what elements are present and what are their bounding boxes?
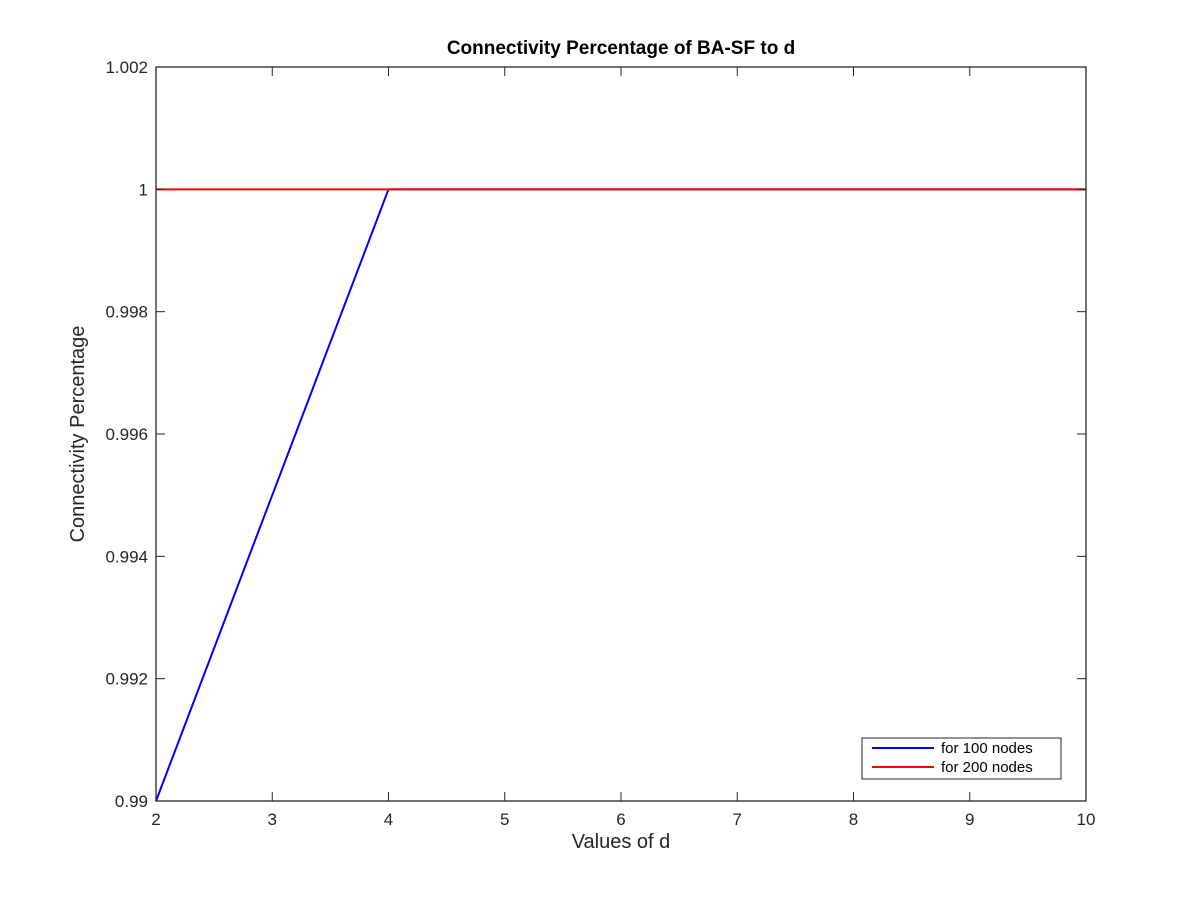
y-tick-label: 0.992: [105, 670, 148, 689]
chart-title: Connectivity Percentage of BA-SF to d: [447, 38, 795, 59]
legend: for 100 nodes for 200 nodes: [861, 737, 1062, 780]
x-tick-label: 9: [965, 810, 974, 829]
x-tick-label: 2: [151, 810, 160, 829]
x-tick-label: 7: [733, 810, 742, 829]
y-tick-label: 0.996: [105, 425, 148, 444]
x-tick-label: 10: [1077, 810, 1096, 829]
y-axis-label: Connectivity Percentage: [67, 326, 89, 543]
x-tick-label: 4: [384, 810, 393, 829]
y-tick-label: 0.998: [105, 303, 148, 322]
y-tick-label: 1: [139, 180, 148, 199]
y-tick-label: 0.994: [105, 547, 148, 566]
x-tick-label: 3: [268, 810, 277, 829]
series-layer: [155, 188, 1086, 802]
x-tick-label: 8: [849, 810, 858, 829]
legend-label-100-nodes: for 100 nodes: [941, 740, 1033, 757]
axes-box: [155, 66, 1087, 802]
legend-label-200-nodes: for 200 nodes: [941, 759, 1033, 776]
legend-box: [861, 737, 1062, 780]
y-tick-label: 0.99: [115, 792, 148, 811]
x-axis-label: Values of d: [572, 831, 671, 853]
y-tick-label: 1.002: [105, 58, 148, 77]
x-tick-label: 5: [500, 810, 509, 829]
x-tick-label: 6: [616, 810, 625, 829]
ticks-layer: 2 3 4 5 6 7 8 9 10 0.99 0.992 0.994 0.996 0.998 1 1.002: [105, 58, 1095, 829]
